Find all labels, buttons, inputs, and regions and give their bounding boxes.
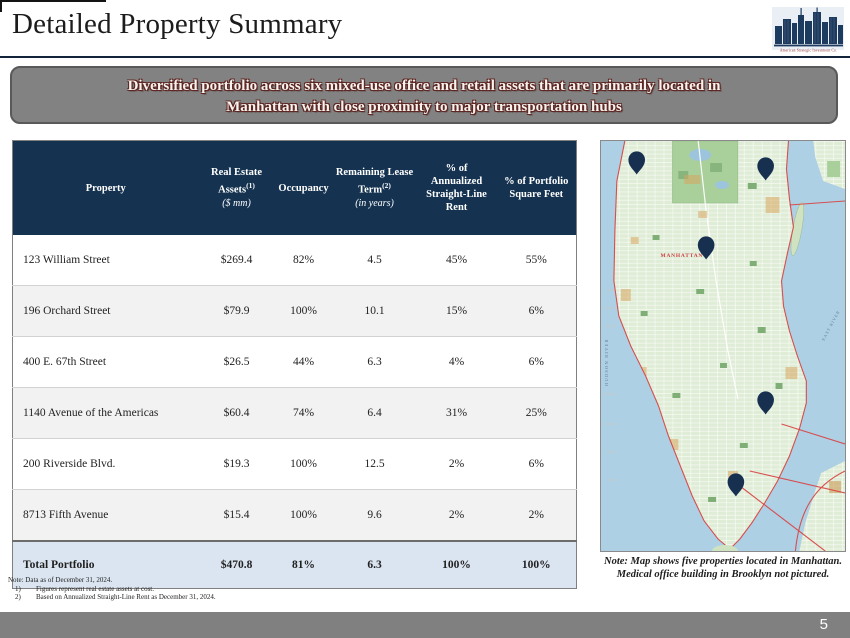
footnote-2-text: Based on Annualized Straight-Line Rent a…	[36, 593, 216, 602]
cell-value: 82%	[292, 254, 315, 266]
slide-corner-border-top	[0, 0, 106, 2]
property-name: 1140 Avenue of the Americas	[12, 387, 199, 439]
table-row: 196 Orchard Street $79.9 100% 10.1 15% 6%	[12, 285, 577, 337]
table-body: 123 William Street $269.4 82% 4.5 45% 55% 196 …	[12, 235, 577, 589]
map-manhattan-island	[613, 141, 807, 550]
footnote-2-number: 2)	[15, 593, 21, 602]
cell-value: 6.3	[332, 336, 417, 388]
map-caption: Note: Map shows five properties located …	[582, 556, 850, 581]
footnote-1-number: 1)	[15, 584, 21, 593]
cell-value: 6.3	[332, 540, 417, 589]
map-queens-land	[813, 141, 845, 189]
property-name: 200 Riverside Blvd.	[12, 438, 199, 490]
property-summary-table: Property Real Estate Assets(1) ($ mm) Occup…	[12, 140, 577, 589]
footnote-note: Note: Data as of December 31, 2024.	[8, 576, 113, 584]
cell-value: $470.8	[198, 540, 275, 589]
table-header: Property Real Estate Assets(1) ($ mm) Occup…	[12, 140, 577, 235]
cell-value: 2%	[416, 489, 497, 541]
logo-text: American Strategic Investment Co.	[780, 49, 837, 53]
column-header: Property	[12, 140, 199, 235]
column-header: Remaining Lease Term(2) (in years)	[332, 140, 417, 235]
column-header: Real Estate Assets(1) ($ mm)	[198, 140, 275, 235]
manhattan-map: HUDSON RIVER EAST RIVER	[600, 140, 846, 552]
cell-value: $269.4	[220, 254, 253, 266]
cell-value: 100%	[274, 489, 333, 541]
banner-line-2: Manhattan with close proximity to major …	[226, 99, 622, 115]
map-pin-layer	[628, 151, 774, 497]
map-piers	[602, 289, 617, 481]
footer-bar: 5	[0, 612, 850, 638]
map-region-label: MANHATTAN	[661, 253, 704, 259]
page-number: 5	[819, 616, 828, 633]
cell-value: 31%	[416, 387, 497, 439]
cell-value: 6%	[496, 336, 577, 388]
cell-value: 4%	[416, 336, 497, 388]
cell-value: 55%	[525, 254, 547, 266]
cell-value: 45%	[445, 254, 468, 266]
page-title: Detailed Property Summary	[12, 8, 343, 40]
column-header: % of Annualized Straight-Line Rent	[416, 140, 497, 235]
map-pin-icon	[697, 236, 715, 260]
cell-value: 9.6	[332, 489, 417, 541]
cell-value: 12.5	[332, 438, 417, 490]
footnote-2: 2) Based on Annualized Straight-Line Ren…	[8, 593, 216, 602]
cell-value: 2%	[416, 438, 497, 490]
cell-value: $79.9	[198, 285, 275, 337]
map-pin-icon	[757, 157, 774, 181]
headline-banner: Diversified portfolio across six mixed-u…	[10, 66, 838, 124]
cell-value: 100%	[496, 540, 577, 589]
table-row: 1140 Avenue of the Americas $60.4 74% 6.4 31…	[12, 387, 577, 439]
cell-value: $19.3	[198, 438, 275, 490]
cell-value: 44%	[274, 336, 333, 388]
cell-value: 10.1	[332, 285, 417, 337]
cell-value: $26.5	[198, 336, 275, 388]
title-divider	[0, 56, 850, 58]
property-name: 196 Orchard Street	[12, 285, 199, 337]
footnote-1: 1) Figures represent real estate assets …	[8, 585, 216, 594]
cell-value: 81%	[274, 540, 333, 589]
property-name: 123 William Street	[23, 254, 110, 266]
slide-corner-border-left	[0, 0, 2, 12]
map-governors-island	[712, 545, 738, 551]
map-pin-icon	[757, 391, 774, 415]
total-row: Total Portfolio $470.8 81% 6.3 100% 100%	[12, 540, 577, 589]
skyline-logo-icon: American Strategic Investment Co.	[772, 7, 844, 53]
table-row: 123 William Street $269.4 82% 4.5 45% 55%	[13, 235, 577, 286]
cell-value: 6%	[496, 438, 577, 490]
cell-value: 100%	[274, 438, 333, 490]
map-image: HUDSON RIVER EAST RIVER	[601, 141, 845, 551]
cell-value: $15.4	[198, 489, 275, 541]
property-name: 400 E. 67th Street	[12, 336, 199, 388]
cell-value: 74%	[274, 387, 333, 439]
cell-value: $60.4	[198, 387, 275, 439]
cell-value: 2%	[496, 489, 577, 541]
table-row: 8713 Fifth Avenue $15.4 100% 9.6 2% 2%	[12, 489, 577, 541]
cell-value: 25%	[496, 387, 577, 439]
property-name: Total Portfolio	[12, 540, 199, 589]
cell-value: 4.5	[367, 254, 382, 266]
cell-value: 15%	[416, 285, 497, 337]
map-boundary-line	[613, 141, 807, 550]
map-caption-line-2: Medical office building in Brooklyn not …	[616, 568, 830, 580]
table-row: 200 Riverside Blvd. $19.3 100% 12.5 2% 6%	[12, 438, 577, 490]
map-pin-icon	[727, 473, 745, 497]
footnotes: Note: Data as of December 31, 2024. 1) F…	[8, 576, 216, 602]
column-header: Occupancy	[274, 140, 333, 235]
table-row: 400 E. 67th Street $26.5 44% 6.3 4% 6%	[12, 336, 577, 388]
cell-value: 100%	[416, 540, 497, 589]
map-bridge-lines	[739, 200, 845, 551]
cell-value: 6.4	[332, 387, 417, 439]
map-water-label-west: HUDSON RIVER	[604, 338, 609, 386]
footnote-1-text: Figures represent real estate assets at …	[36, 584, 154, 593]
cell-value: 6%	[496, 285, 577, 337]
map-brooklyn-land	[799, 461, 845, 551]
company-logo: American Strategic Investment Co.	[770, 5, 846, 57]
property-name: 8713 Fifth Avenue	[12, 489, 199, 541]
column-header: % of Portfolio Square Feet	[496, 140, 577, 235]
map-caption-line-1: Note: Map shows five properties located …	[603, 556, 842, 567]
map-pin-icon	[628, 151, 646, 175]
banner-line-1: Diversified portfolio across six mixed-u…	[127, 78, 721, 94]
cell-value: 100%	[274, 285, 333, 337]
